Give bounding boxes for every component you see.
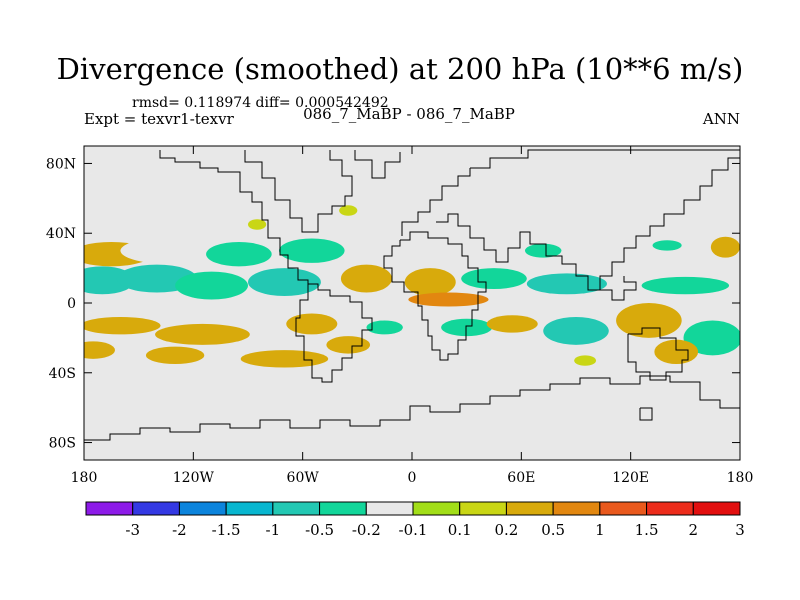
x-tick-label-6: 120E <box>612 470 649 486</box>
plot-background <box>84 146 740 460</box>
x-tick-label-4: 0 <box>408 470 417 486</box>
stats-label: rmsd= 0.118974 diff= 0.000542492 <box>132 95 389 111</box>
contour-region-34 <box>654 339 699 365</box>
colorbar-swatch-5 <box>272 501 321 516</box>
contour-region-16 <box>710 236 740 258</box>
season-label: ANN <box>702 110 740 128</box>
colorbar-swatch-7 <box>365 501 414 516</box>
colorbar-label-6: -0.2 <box>352 521 381 539</box>
coastline-europe <box>401 168 471 236</box>
colorbar-swatch-12 <box>599 501 648 516</box>
contour-region-32 <box>240 350 329 368</box>
contour-region-2 <box>120 236 230 265</box>
coastline-antarctic-islands <box>639 407 653 421</box>
colorbar-swatch-2 <box>132 501 180 516</box>
colorbar-swatch-14 <box>692 501 741 516</box>
colorbar-swatch-3 <box>178 501 227 516</box>
coastline-south-america <box>295 283 373 383</box>
colorbar-label-8: 0.1 <box>448 521 472 539</box>
case-label: 086_7_MaBP - 086_7_MaBP <box>303 105 515 123</box>
coastline-arctic-canada <box>244 150 353 233</box>
y-tick-label-3: 0 <box>67 296 76 312</box>
colorbar-label-3: -1.5 <box>212 521 241 539</box>
contour-region-14 <box>524 243 562 258</box>
contour-region-4 <box>278 238 345 263</box>
coastline-asia <box>436 149 740 291</box>
x-tick-label-3: 60W <box>287 470 320 486</box>
contour-region-12 <box>526 273 607 295</box>
contour-region-19 <box>408 292 489 307</box>
contour-region-22 <box>286 313 338 335</box>
colorbar-label-14: 3 <box>735 521 745 539</box>
colorbar-label-11: 1 <box>595 521 605 539</box>
coastline-australia <box>627 327 689 381</box>
contour-region-28 <box>616 303 682 338</box>
x-tick-label-5: 60E <box>507 470 535 486</box>
contour-region-21 <box>155 323 250 345</box>
colorbar-label-13: 2 <box>689 521 699 539</box>
y-tick-label-1: 80N <box>46 156 76 172</box>
colorbar-swatch-9 <box>459 501 507 516</box>
colorbar-swatch-11 <box>552 501 601 516</box>
contour-region-24 <box>366 320 403 335</box>
contour-region-27 <box>543 316 609 345</box>
colorbar-label-10: 0.5 <box>541 521 565 539</box>
coastline-indonesia <box>600 276 637 301</box>
y-tick-label-5: 80S <box>49 436 76 452</box>
contour-region-3 <box>206 241 272 267</box>
colorbar-swatch-13 <box>646 501 694 516</box>
contour-region-17 <box>339 205 358 216</box>
colorbar-swatch-10 <box>505 501 554 516</box>
contour-region-33 <box>574 355 597 366</box>
colorbar-label-7: -0.1 <box>399 521 428 539</box>
contour-region-25 <box>441 318 493 337</box>
experiment-label: Expt = texvr1-texvr <box>84 110 234 128</box>
colorbar-swatch-4 <box>225 501 274 516</box>
colorbar-label-5: -0.5 <box>305 521 334 539</box>
contour-region-11 <box>461 268 527 290</box>
colorbar-label-1: -3 <box>125 521 140 539</box>
contour-region-10 <box>404 268 456 297</box>
x-tick-label-1: 180 <box>71 470 98 486</box>
contour-region-18 <box>248 219 267 230</box>
contour-region-29 <box>683 320 740 356</box>
contour-region-15 <box>652 240 682 251</box>
coastline-layer <box>84 149 740 441</box>
colorbar-label-9: 0.2 <box>494 521 518 539</box>
colorbar-label-2: -2 <box>172 521 187 539</box>
contour-region-31 <box>145 346 205 365</box>
colorbar-label-4: -1 <box>266 521 281 539</box>
colorbar-swatch-6 <box>319 501 367 516</box>
x-tick-label-7: 180 <box>727 470 754 486</box>
contour-region-23 <box>326 336 371 354</box>
contour-region-8 <box>248 268 321 297</box>
coastline-antarctica <box>84 375 740 441</box>
chart-title: Divergence (smoothed) at 200 hPa (10**6 … <box>56 52 744 86</box>
contour-region-7 <box>175 271 248 300</box>
coastline-africa <box>383 231 487 361</box>
colorbar-swatch-8 <box>412 501 461 516</box>
contour-region-9 <box>340 264 392 293</box>
colorbar-label-12: 1.5 <box>635 521 659 539</box>
colorbar: -3 -2 -1.5 -1 -0.5 -0.2 -0.1 0.1 0.2 0.5 1 1.5 2 3 <box>85 501 745 539</box>
x-tick-label-2: 120W <box>173 470 215 486</box>
contour-fill-layer <box>84 205 740 368</box>
contour-region-20 <box>84 316 161 335</box>
coastline-north-america <box>159 150 309 284</box>
contour-region-30 <box>84 341 115 359</box>
coastline-greenland <box>354 150 401 179</box>
contour-region-26 <box>486 315 538 333</box>
contour-region-13 <box>641 276 730 295</box>
y-tick-label-4: 40S <box>49 366 76 382</box>
colorbar-swatch-1 <box>85 501 134 516</box>
axes-layer: 180 120W 60W 0 60E 120E 180 80N 40N 0 40S 80S <box>46 146 753 486</box>
y-tick-label-2: 40N <box>46 226 76 242</box>
